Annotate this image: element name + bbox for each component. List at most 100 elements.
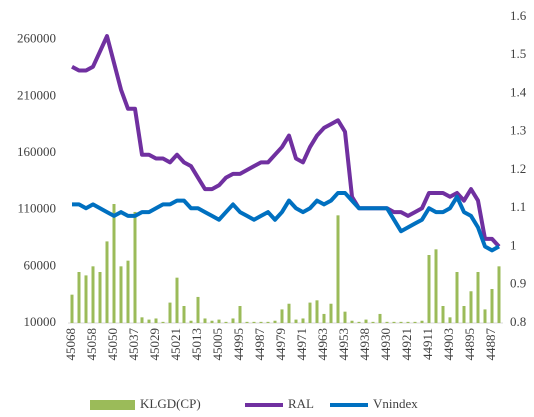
- bar: [154, 318, 158, 323]
- bar: [483, 309, 487, 323]
- bar: [105, 241, 109, 323]
- bar: [182, 306, 186, 323]
- bar: [462, 306, 466, 323]
- x-tick-label: 44921: [399, 328, 414, 361]
- bar: [245, 321, 249, 323]
- bar: [217, 319, 221, 323]
- bar: [420, 320, 424, 323]
- bar: [252, 321, 256, 323]
- y2-tick-label: 1.2: [510, 161, 526, 176]
- x-tick-label: 44963: [315, 328, 330, 361]
- bar: [455, 272, 459, 323]
- bar: [392, 321, 396, 323]
- bar: [203, 318, 207, 323]
- y-tick-label: 160000: [17, 144, 56, 159]
- x-tick-label: 45005: [210, 328, 225, 361]
- x-tick-label: 44995: [231, 328, 246, 361]
- bar: [196, 296, 200, 323]
- y2-tick-label: 1.1: [510, 199, 526, 214]
- bar: [238, 306, 242, 323]
- bar: [119, 266, 123, 323]
- bar: [364, 319, 368, 323]
- bar: [133, 211, 137, 323]
- bar: [441, 306, 445, 323]
- bar: [476, 272, 480, 323]
- legend-swatch: [90, 400, 135, 410]
- y2-tick-label: 0.9: [510, 276, 526, 291]
- bar: [448, 317, 452, 323]
- bar: [91, 266, 95, 323]
- bar: [259, 321, 263, 323]
- bar: [385, 321, 389, 323]
- x-tick-label: 44987: [252, 328, 267, 361]
- legend-label: KLGD(CP): [140, 396, 201, 411]
- y2-tick-label: 1.4: [510, 84, 527, 99]
- bar: [77, 272, 81, 323]
- bar: [126, 260, 130, 323]
- x-tick-label: 45013: [189, 328, 204, 361]
- bar: [301, 318, 305, 323]
- x-tick-label: 44887: [483, 328, 498, 361]
- y-tick-label: 60000: [24, 257, 57, 272]
- bar: [140, 317, 144, 323]
- x-tick-label: 44930: [378, 328, 393, 361]
- bar: [315, 300, 319, 323]
- bar: [322, 313, 326, 323]
- bar: [266, 321, 270, 323]
- bar: [231, 318, 235, 323]
- y-tick-label: 10000: [24, 314, 57, 329]
- bar: [350, 320, 354, 323]
- bar: [490, 289, 494, 323]
- x-tick-label: 44971: [294, 328, 309, 361]
- bar: [343, 311, 347, 323]
- bar: [224, 321, 228, 323]
- bar: [469, 291, 473, 323]
- bar: [329, 303, 333, 323]
- bar: [161, 321, 165, 323]
- bar: [273, 320, 277, 323]
- y2-tick-label: 1.3: [510, 123, 526, 138]
- bar: [399, 321, 403, 323]
- legend-label: Vnindex: [373, 396, 418, 411]
- x-tick-label: 45068: [63, 328, 78, 361]
- y-tick-label: 260000: [17, 31, 56, 46]
- x-tick-label: 45050: [105, 328, 120, 361]
- bar: [378, 313, 382, 323]
- y2-tick-label: 0.8: [510, 314, 526, 329]
- x-tick-label: 44938: [357, 328, 372, 361]
- y2-tick-label: 1.6: [510, 8, 527, 23]
- bar: [434, 249, 438, 323]
- y2-tick-label: 1: [510, 237, 517, 252]
- x-tick-label: 45021: [168, 328, 183, 361]
- y2-tick-label: 1.5: [510, 46, 526, 61]
- bar: [168, 302, 172, 323]
- line-1: [71, 34, 501, 248]
- bar: [497, 266, 501, 323]
- x-tick-label: 44903: [441, 328, 456, 361]
- bar: [357, 321, 361, 323]
- x-tick-label: 44979: [273, 328, 288, 361]
- x-tick-label: 45058: [84, 328, 99, 361]
- bar: [294, 319, 298, 323]
- bar: [371, 321, 375, 323]
- y-tick-label: 210000: [17, 87, 56, 102]
- bar: [112, 204, 116, 323]
- legend-label: RAL: [288, 396, 314, 411]
- bar: [406, 321, 410, 323]
- x-tick-label: 45029: [147, 328, 162, 361]
- bar: [210, 320, 214, 323]
- x-tick-label: 44953: [336, 328, 351, 361]
- bar: [84, 275, 88, 323]
- x-tick-label: 45037: [126, 328, 141, 361]
- bar: [427, 255, 431, 323]
- y-tick-label: 110000: [17, 201, 56, 216]
- bar: [336, 215, 340, 323]
- bar: [287, 303, 291, 323]
- x-tick-label: 44895: [462, 328, 477, 361]
- bar: [413, 321, 417, 323]
- bar: [308, 302, 312, 323]
- line-2: [72, 190, 500, 253]
- bar: [98, 272, 102, 323]
- bar: [189, 320, 193, 323]
